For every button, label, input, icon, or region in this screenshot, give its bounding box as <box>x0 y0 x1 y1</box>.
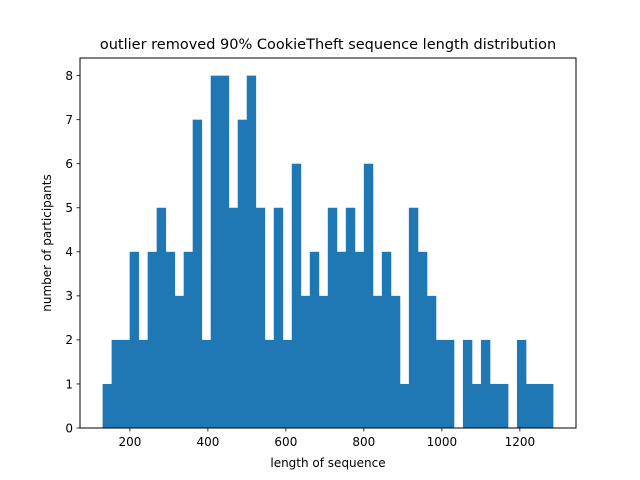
histogram-bar <box>363 163 374 428</box>
histogram-bar <box>390 295 401 428</box>
histogram-bar <box>201 339 212 428</box>
histogram-bar <box>426 295 437 428</box>
histogram-bar <box>408 207 419 428</box>
histogram-bar <box>525 383 536 428</box>
histogram-bar <box>516 339 527 428</box>
histogram-bar <box>129 251 140 428</box>
histogram-bar <box>120 339 131 428</box>
histogram-bar <box>399 383 410 428</box>
histogram-bar <box>435 339 446 428</box>
histogram-bar <box>246 75 257 428</box>
histogram-bar <box>336 251 347 428</box>
histogram-bar <box>138 339 149 428</box>
histogram-bar <box>534 383 545 428</box>
histogram-bar <box>102 383 113 428</box>
histogram-bar <box>327 207 338 428</box>
histogram-bar <box>165 251 176 428</box>
histogram-bar <box>183 251 194 428</box>
y-tick-label: 6 <box>65 157 73 171</box>
histogram-bar <box>264 339 275 428</box>
x-tick-label: 1200 <box>505 435 536 449</box>
histogram-bar <box>291 163 302 428</box>
y-tick-label: 4 <box>65 245 73 259</box>
histogram-bar <box>480 339 491 428</box>
x-tick-label: 400 <box>196 435 219 449</box>
y-axis-label: number of participants <box>40 174 54 311</box>
y-tick-label: 0 <box>65 421 73 435</box>
y-tick-label: 1 <box>65 377 73 391</box>
histogram-bar <box>489 383 500 428</box>
histogram-bar <box>156 207 167 428</box>
histogram-bar <box>498 383 509 428</box>
histogram-bar <box>318 295 329 428</box>
histogram-bar <box>210 75 221 428</box>
x-tick-label: 200 <box>118 435 141 449</box>
histogram-bar <box>219 75 230 428</box>
histogram-bar <box>282 339 293 428</box>
x-axis-label: length of sequence <box>270 456 385 470</box>
histogram-bar <box>237 119 248 429</box>
y-axis: 0 1 2 3 4 5 6 7 8 <box>65 69 80 435</box>
y-tick-label: 5 <box>65 201 73 215</box>
histogram-bar <box>192 119 203 429</box>
histogram-bar <box>354 251 365 428</box>
histogram-bar <box>372 295 383 428</box>
histogram-bar <box>417 251 428 428</box>
histogram-bar <box>381 251 392 428</box>
chart-title: outlier removed 90% CookieTheft sequence… <box>100 37 556 53</box>
histogram-bar <box>471 383 482 428</box>
histogram-bar <box>111 339 122 428</box>
histogram-bar <box>462 339 473 428</box>
histogram-bar <box>228 207 239 428</box>
histogram-bar <box>255 207 266 428</box>
y-tick-label: 7 <box>65 113 73 127</box>
x-tick-label: 600 <box>274 435 297 449</box>
histogram-bar <box>174 295 185 428</box>
x-tick-label: 800 <box>352 435 375 449</box>
histogram-bar <box>444 339 455 428</box>
histogram-bar <box>543 383 554 428</box>
histogram-bar <box>300 295 311 428</box>
histogram-bar <box>345 207 356 428</box>
y-tick-label: 8 <box>65 69 73 83</box>
y-tick-label: 2 <box>65 333 73 347</box>
histogram-bar <box>147 251 158 428</box>
histogram-bar <box>273 207 284 428</box>
histogram-bar <box>309 251 320 428</box>
plot-frame <box>79 57 577 429</box>
histogram-bars <box>102 75 554 429</box>
x-axis: 200 400 600 800 1000 1200 <box>118 428 535 449</box>
y-tick-label: 3 <box>65 289 73 303</box>
x-tick-label: 1000 <box>427 435 458 449</box>
